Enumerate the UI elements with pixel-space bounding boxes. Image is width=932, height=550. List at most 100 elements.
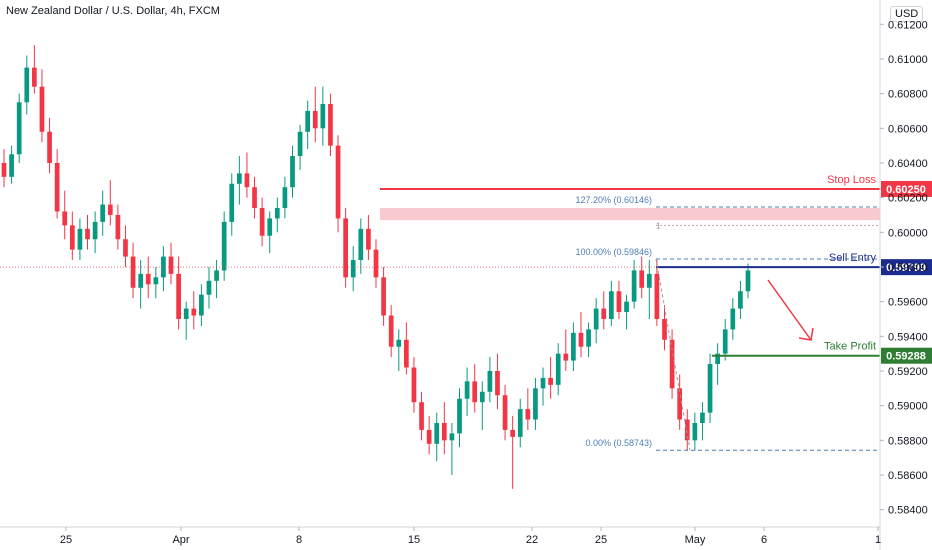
candle [77, 218, 83, 261]
candle-body [396, 339, 402, 347]
candle-body [366, 228, 371, 250]
candle [206, 266, 212, 309]
candle [654, 260, 660, 326]
stop-loss-price-label: 0.60250 [886, 184, 926, 196]
candle-body [707, 364, 713, 413]
candle-body [62, 211, 68, 226]
resistance-zone [380, 208, 880, 221]
candle-body [654, 273, 660, 319]
candle [9, 145, 14, 184]
y-tick-label: 0.60200 [888, 193, 928, 205]
candle-body [434, 422, 440, 444]
candle-body [9, 154, 14, 177]
candle-body [624, 301, 629, 313]
candle [487, 357, 493, 403]
fib-layer: 127.20% (0.60146) 100.00% (0.59846) 0.00% … [575, 195, 880, 451]
candle [130, 242, 136, 299]
candle-body [350, 260, 356, 278]
candle-body [608, 291, 614, 319]
candle [388, 305, 394, 358]
candle-body [244, 173, 250, 188]
candle [297, 124, 303, 170]
candle-body [85, 228, 90, 240]
candle [631, 260, 637, 309]
candle-body [715, 353, 720, 365]
candle [396, 329, 402, 371]
candle-body [92, 221, 98, 240]
candle-body [738, 291, 743, 309]
candle-body [39, 86, 45, 132]
candle [274, 197, 280, 233]
candle [555, 343, 561, 396]
y-tick-label: 0.59400 [888, 331, 928, 343]
candle [700, 402, 705, 441]
y-axis[interactable]: 0.61200 0.61000 0.60800 0.60600 0.60400 0.602… [879, 0, 928, 550]
candle [168, 242, 174, 285]
candle [39, 69, 45, 143]
candle-body [457, 398, 462, 434]
currency-label[interactable]: USD [890, 6, 924, 22]
stop-loss-price-tag [881, 180, 932, 197]
candle-body [343, 218, 348, 278]
candle-body [267, 218, 273, 236]
candle-body [259, 208, 265, 236]
candle [669, 329, 675, 399]
candle [381, 266, 386, 326]
candle-body [722, 329, 728, 354]
x-tick-label: 25 [60, 534, 72, 546]
candle [343, 208, 348, 288]
candle [586, 322, 591, 358]
candle-body [548, 377, 553, 385]
candle [563, 329, 569, 371]
candle [24, 55, 30, 115]
candle [221, 211, 227, 281]
y-tick-label: 0.59200 [888, 366, 928, 378]
candle [745, 263, 751, 299]
candle [707, 353, 713, 423]
candle [229, 173, 235, 236]
candle-body [274, 208, 280, 219]
candle-body [502, 395, 508, 430]
candle [199, 284, 204, 326]
candle [441, 402, 447, 455]
candle [715, 343, 720, 385]
candle-body [381, 277, 386, 316]
candle-body [77, 228, 83, 250]
candle-body [426, 429, 432, 444]
candle-body [646, 273, 652, 288]
y-tick-label: 0.58600 [888, 470, 928, 482]
candle-body [130, 256, 136, 288]
candle [662, 305, 667, 351]
candle-body [252, 187, 257, 209]
candle [593, 298, 599, 344]
candle [138, 260, 144, 309]
candle-body [479, 391, 485, 403]
candle-body [183, 308, 189, 319]
x-axis[interactable]: 25 Apr 8 15 22 25 May 6 1 [0, 526, 881, 546]
stop-loss-text: Stop Loss [827, 174, 876, 186]
candle [373, 239, 379, 288]
arrow-layer [767, 279, 814, 341]
x-tick-label: 8 [296, 534, 302, 546]
candle-body [745, 270, 751, 292]
candle [350, 246, 356, 292]
candle [502, 384, 508, 441]
candle-body [388, 315, 394, 347]
candle [639, 256, 645, 299]
x-tick-label: 1 [875, 534, 881, 546]
candle-body [533, 388, 538, 420]
candle [335, 135, 341, 233]
candle-body [328, 104, 333, 146]
candle [62, 190, 68, 240]
candle [684, 409, 690, 451]
candle [434, 412, 440, 462]
candle [320, 86, 326, 146]
candle-body [449, 433, 455, 441]
x-tick-label: 22 [526, 534, 538, 546]
candle-body [107, 204, 113, 215]
candle-body [586, 329, 591, 347]
candle [449, 422, 455, 475]
candle [457, 388, 462, 448]
candle [69, 211, 75, 261]
